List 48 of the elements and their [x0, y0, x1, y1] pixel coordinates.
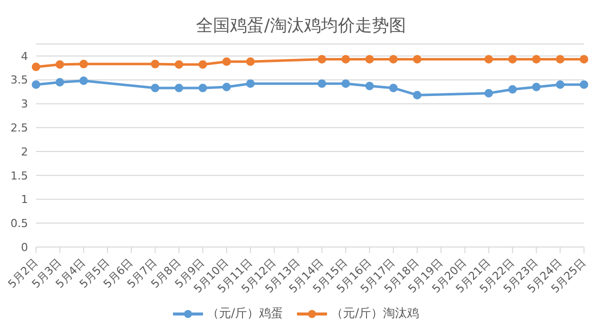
point — [484, 88, 493, 98]
point — [174, 60, 184, 69]
y-tick-label: 1 — [21, 193, 28, 206]
point — [556, 80, 564, 89]
legend-label: （元/斤）淘汰鸡 — [330, 305, 420, 322]
point — [222, 57, 231, 66]
y-tick-label: 0 — [21, 240, 28, 254]
point — [150, 60, 160, 68]
point — [556, 55, 564, 64]
point — [246, 79, 255, 88]
point — [318, 55, 326, 64]
point — [508, 55, 517, 64]
point — [198, 84, 208, 92]
point — [150, 84, 160, 92]
point — [412, 90, 422, 100]
point — [532, 82, 541, 92]
point — [174, 84, 184, 92]
y-tick-label: 3.5 — [10, 74, 28, 87]
point — [222, 82, 231, 92]
point — [389, 84, 398, 92]
point — [365, 82, 374, 90]
point — [79, 60, 88, 68]
point — [532, 55, 541, 64]
legend-label: （元/斤）鸡蛋 — [206, 305, 283, 322]
point — [341, 79, 350, 88]
point — [341, 55, 350, 64]
point — [32, 62, 40, 72]
point — [246, 57, 255, 66]
point — [508, 85, 517, 94]
y-tick-label: 2.5 — [10, 121, 28, 134]
chart-title: 全国鸡蛋/淘汰鸡均价走势图 — [195, 15, 407, 38]
point — [365, 55, 374, 64]
point — [32, 80, 40, 89]
point — [412, 55, 422, 64]
y-tick-label: 3 — [21, 98, 28, 111]
y-tick-label: 0.5 — [10, 217, 28, 230]
point — [484, 55, 493, 64]
point — [389, 55, 398, 64]
y-tick-label: 4 — [21, 50, 28, 63]
y-tick-label: 1.5 — [10, 169, 28, 182]
point — [79, 76, 88, 86]
point — [318, 79, 326, 88]
point — [198, 60, 208, 69]
point — [56, 60, 64, 69]
y-tick-label: 2 — [21, 145, 28, 158]
point — [580, 80, 588, 89]
point — [56, 78, 64, 86]
point — [580, 55, 588, 64]
